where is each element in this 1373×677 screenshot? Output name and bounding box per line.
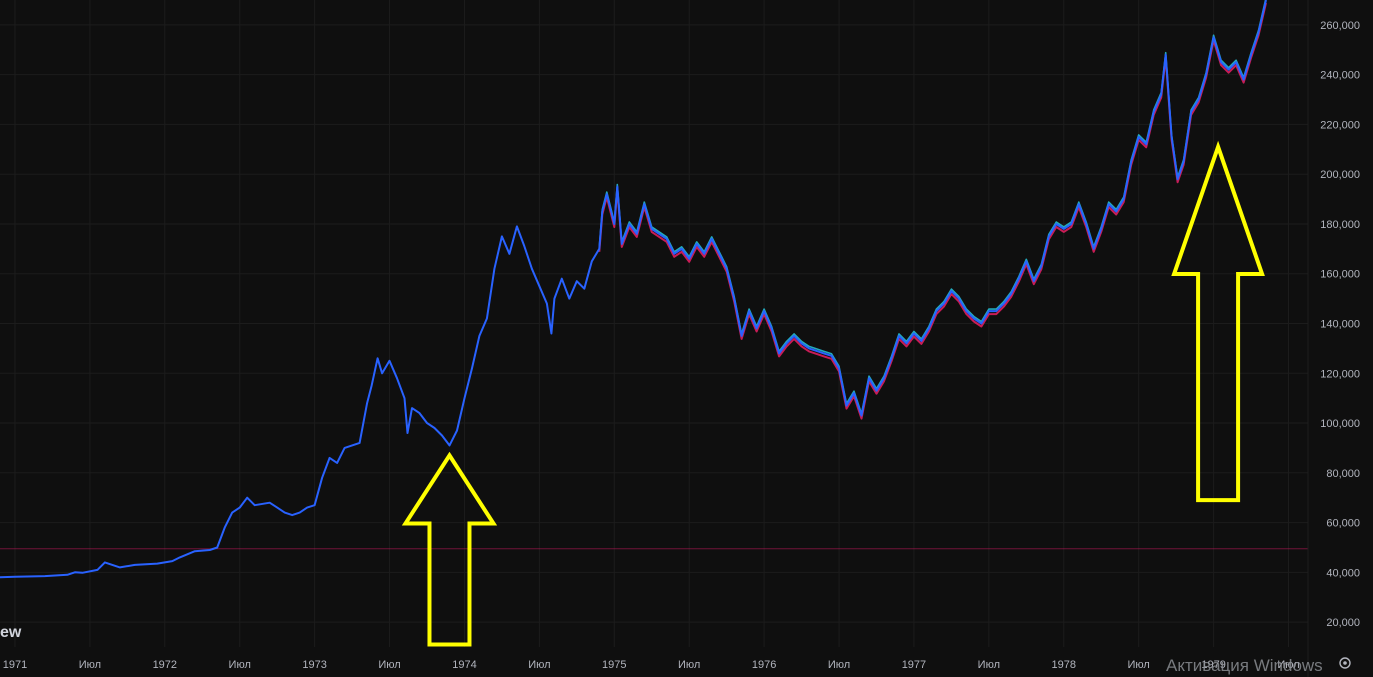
up-arrow-annotation-1 <box>401 451 498 647</box>
x-tick-label: 1975 <box>602 659 626 671</box>
brand-fragment: ew <box>0 624 22 641</box>
y-tick-label: 260,000 <box>1320 20 1360 32</box>
gear-icon[interactable] <box>1338 656 1352 670</box>
y-tick-label: 240,000 <box>1320 70 1360 82</box>
x-tick-label: Июл <box>1277 659 1299 671</box>
y-tick-label: 100,000 <box>1320 418 1360 430</box>
y-tick-label: 120,000 <box>1320 368 1360 380</box>
y-tick-label: 180,000 <box>1320 219 1360 231</box>
y-tick-label: 40,000 <box>1326 567 1360 579</box>
x-tick-label: 1976 <box>752 659 776 671</box>
x-tick-label: 1977 <box>902 659 926 671</box>
annotations <box>401 140 1265 647</box>
y-tick-label: 160,000 <box>1320 269 1360 281</box>
x-tick-label: Июл <box>229 659 251 671</box>
y-tick-label: 60,000 <box>1326 518 1360 530</box>
x-tick-label: 1979 <box>1201 659 1225 671</box>
x-tick-label: Июл <box>678 659 700 671</box>
up-arrow-annotation-2 <box>1171 140 1265 503</box>
price-series <box>0 0 1267 579</box>
y-tick-label: 20,000 <box>1326 617 1360 629</box>
x-tick-label: 1974 <box>452 659 476 671</box>
price-line <box>0 0 1267 579</box>
y-tick-label: 140,000 <box>1320 319 1360 331</box>
windows-activation-watermark: Активация Windows <box>1166 656 1323 675</box>
x-tick-label: Июл <box>1128 659 1150 671</box>
y-tick-label: 200,000 <box>1320 169 1360 181</box>
x-tick-label: 1978 <box>1052 659 1076 671</box>
x-tick-label: Июл <box>79 659 101 671</box>
x-tick-label: Июл <box>978 659 1000 671</box>
x-tick-label: Июл <box>378 659 400 671</box>
x-tick-label: 1971 <box>3 659 27 671</box>
x-tick-label: 1972 <box>153 659 177 671</box>
y-tick-label: 80,000 <box>1326 468 1360 480</box>
time-scale[interactable]: 1971 Июл 1972 Июл 1973 Июл 1974 Июл 1975 Июл 1976 И… <box>3 659 1300 671</box>
y-tick-label: 220,000 <box>1320 119 1360 131</box>
down-wick-series <box>598 2 1267 420</box>
x-tick-label: 1973 <box>302 659 326 671</box>
x-tick-label: Июл <box>528 659 550 671</box>
grid <box>0 0 1308 647</box>
x-tick-label: Июл <box>828 659 850 671</box>
price-scale[interactable]: 20,000 40,000 60,000 80,000 100,000 120,000 14… <box>1320 20 1360 629</box>
